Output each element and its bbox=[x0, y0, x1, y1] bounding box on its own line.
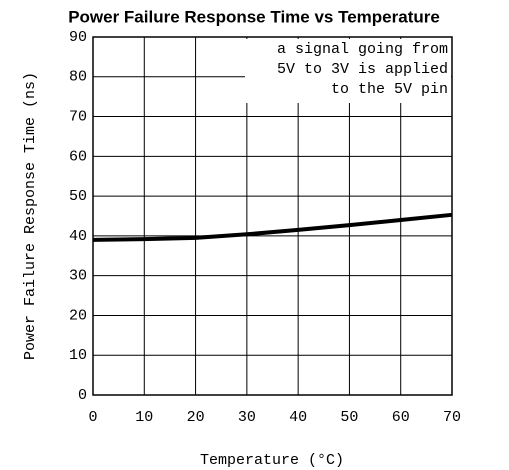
y-tick-label: 70 bbox=[69, 109, 87, 126]
annotation: to the 5V pin bbox=[331, 81, 448, 98]
x-tick-label: 40 bbox=[289, 409, 307, 426]
y-tick-label: 40 bbox=[69, 228, 87, 245]
data-line bbox=[92, 212, 453, 242]
y-tick-label: 60 bbox=[69, 148, 87, 165]
y-tick-label: 90 bbox=[69, 29, 87, 46]
annotation-background bbox=[245, 39, 451, 103]
annotation: a signal going from bbox=[277, 41, 448, 58]
x-tick-label: 0 bbox=[88, 409, 97, 426]
y-tick-label: 50 bbox=[69, 188, 87, 205]
x-tick-label: 50 bbox=[340, 409, 358, 426]
y-axis-label: Power Failure Response Time (ns) bbox=[22, 72, 39, 360]
y-tick-label: 80 bbox=[69, 69, 87, 86]
chart-title: Power Failure Response Time vs Temperatu… bbox=[68, 7, 440, 26]
x-tick-label: 70 bbox=[443, 409, 461, 426]
y-tick-label: 20 bbox=[69, 307, 87, 324]
x-tick-label: 10 bbox=[135, 409, 153, 426]
y-tick-label: 0 bbox=[78, 387, 87, 404]
x-tick-label: 20 bbox=[187, 409, 205, 426]
x-tick-label: 30 bbox=[238, 409, 256, 426]
x-tick-label: 60 bbox=[392, 409, 410, 426]
annotation: 5V to 3V is applied bbox=[277, 61, 448, 78]
y-tick-label: 10 bbox=[69, 347, 87, 364]
y-tick-label: 30 bbox=[69, 268, 87, 285]
x-axis-label: Temperature (°C) bbox=[200, 452, 344, 469]
